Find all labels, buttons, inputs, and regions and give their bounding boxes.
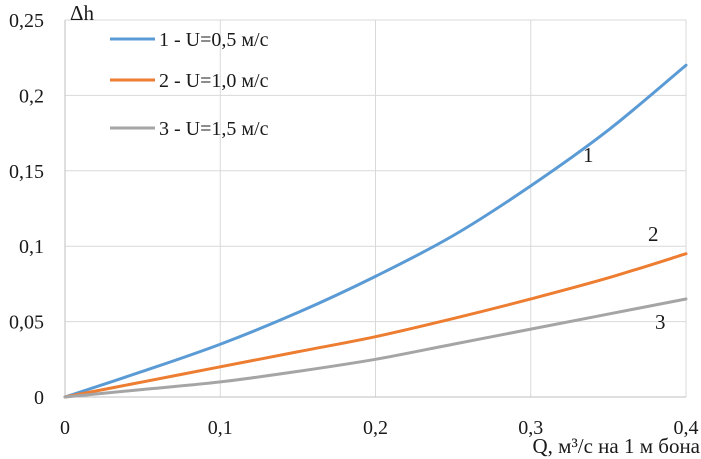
legend: 1 - U=0,5 м/с 2 - U=1,0 м/с 3 - U=1,5 м/с bbox=[110, 29, 269, 140]
axes bbox=[64, 20, 686, 398]
x-tick-label: 0 bbox=[60, 417, 70, 439]
y-axis-title: Δh bbox=[70, 1, 95, 25]
series-line-2 bbox=[63, 252, 688, 399]
x-tick-label: 0,4 bbox=[674, 417, 699, 439]
series-line-3 bbox=[63, 297, 688, 399]
y-tick-label: 0,25 bbox=[9, 10, 44, 32]
legend-entry-3: 3 - U=1,5 м/с bbox=[159, 118, 269, 140]
y-tick-label: 0,2 bbox=[19, 85, 44, 107]
series-line-1 bbox=[63, 63, 688, 399]
y-tick-label: 0,05 bbox=[9, 312, 44, 334]
y-tick-label: 0 bbox=[34, 387, 44, 409]
tick-labels: 0 0,05 0,1 0,15 0,2 0,25 0 0,1 0,2 0,3 0,4 bbox=[9, 10, 699, 439]
curve-labels: 1 2 3 bbox=[583, 143, 666, 334]
series bbox=[63, 63, 688, 399]
x-tick-label: 0,1 bbox=[208, 417, 233, 439]
legend-entry-2: 2 - U=1,0 м/с bbox=[159, 70, 269, 92]
curve-label-1: 1 bbox=[583, 143, 594, 167]
curve-label-3: 3 bbox=[655, 310, 666, 334]
y-tick-label: 0,15 bbox=[9, 161, 44, 183]
x-axis-title: Q, м³/с на 1 м бона bbox=[533, 434, 701, 458]
legend-entry-1: 1 - U=0,5 м/с bbox=[159, 29, 269, 51]
x-tick-label: 0,2 bbox=[363, 417, 388, 439]
curve-label-2: 2 bbox=[648, 222, 659, 246]
y-tick-label: 0,1 bbox=[19, 236, 44, 258]
grid bbox=[65, 19, 687, 397]
x-tick-label: 0,3 bbox=[518, 417, 543, 439]
